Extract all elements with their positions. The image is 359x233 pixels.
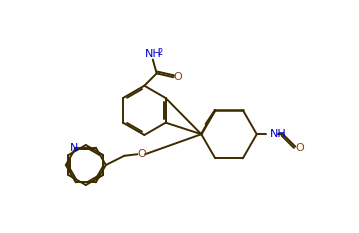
- Text: N: N: [70, 143, 79, 153]
- Text: NH: NH: [144, 49, 161, 59]
- Text: O: O: [174, 72, 183, 82]
- Text: O: O: [137, 149, 146, 159]
- Text: NH: NH: [270, 129, 286, 139]
- Text: O: O: [295, 143, 304, 153]
- Text: 2: 2: [158, 48, 163, 57]
